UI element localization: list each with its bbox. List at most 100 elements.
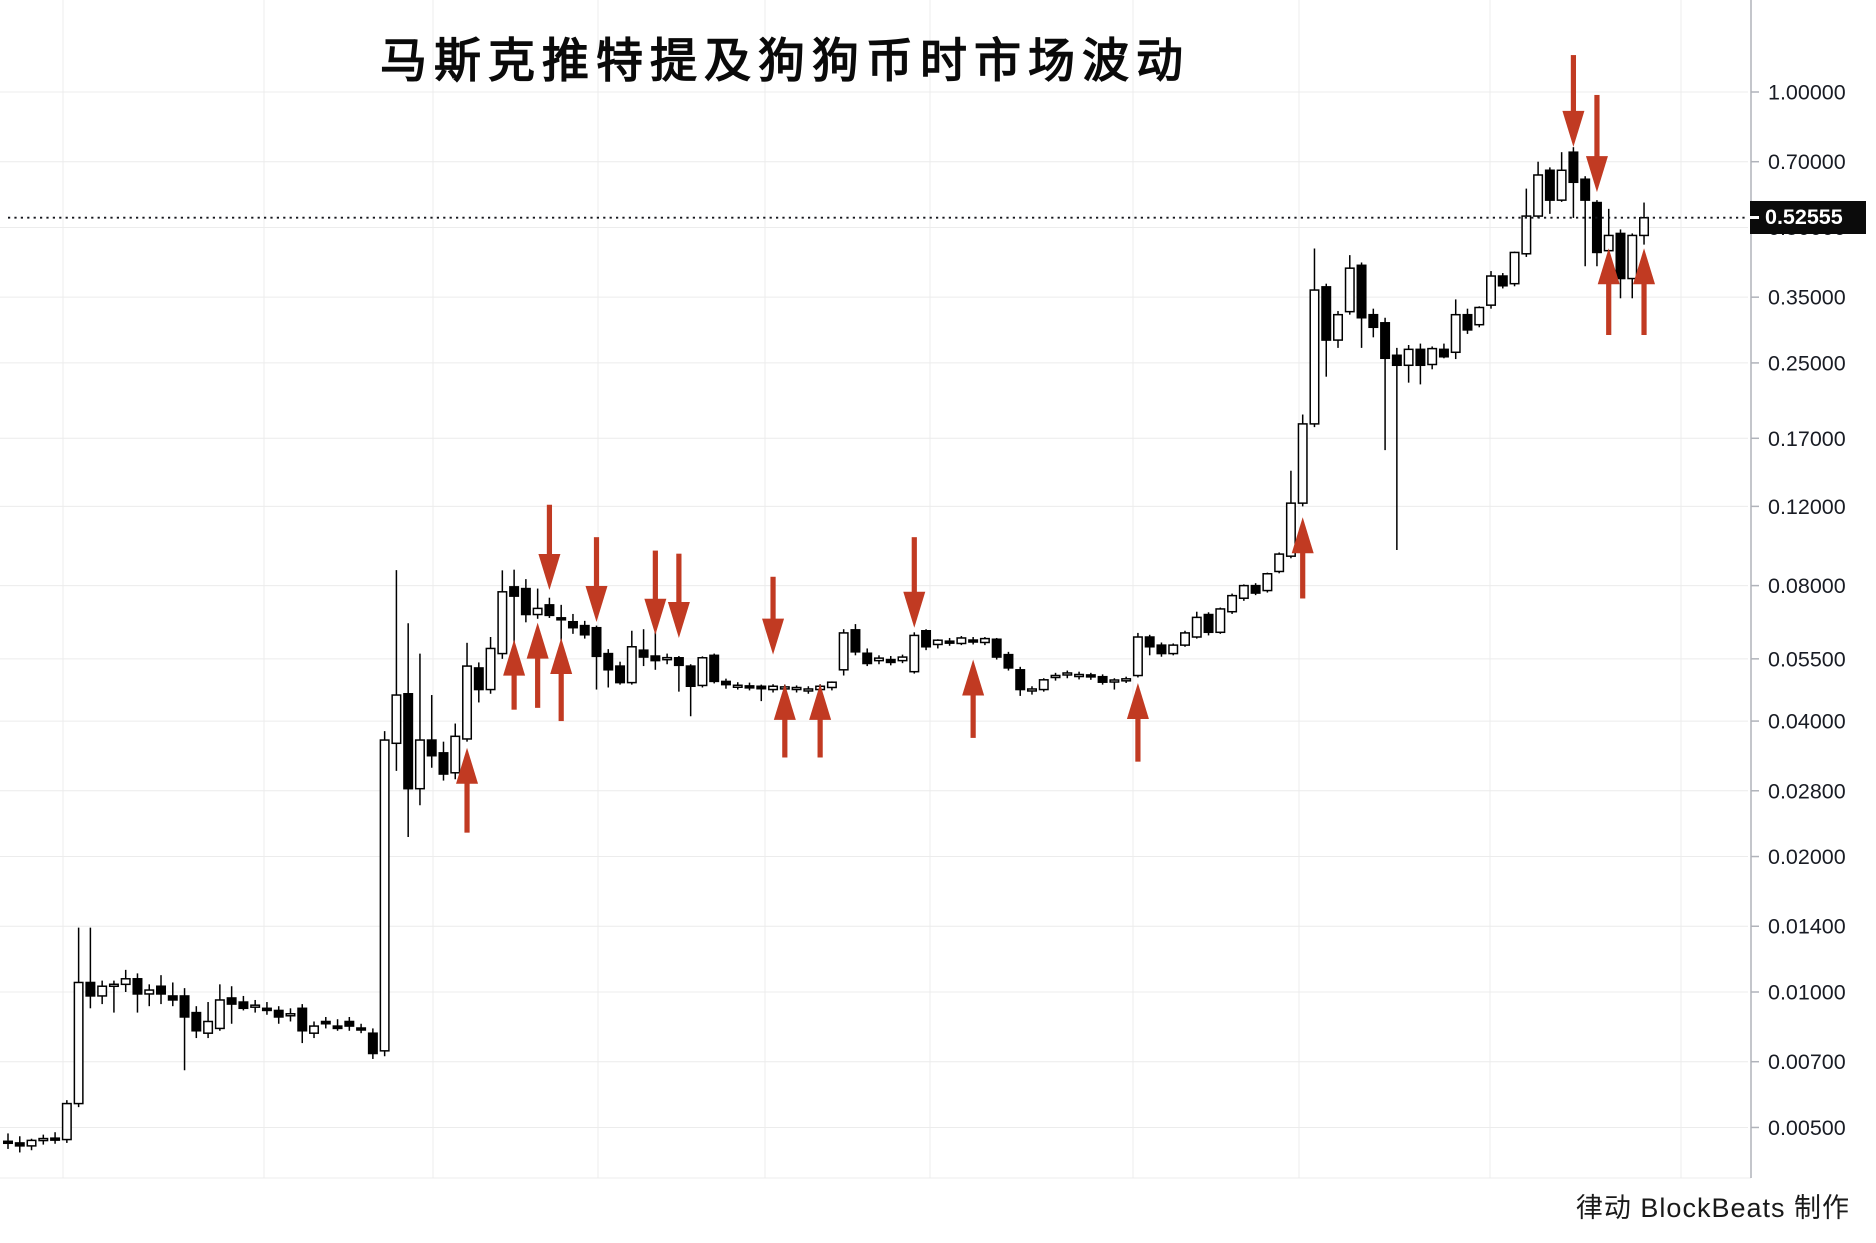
candlestick[interactable] — [497, 570, 508, 659]
candlestick[interactable] — [909, 632, 920, 674]
candlestick[interactable] — [591, 625, 602, 690]
candlestick[interactable] — [367, 1028, 378, 1059]
candlestick[interactable] — [1168, 643, 1179, 656]
candlestick[interactable] — [1544, 167, 1555, 214]
candlestick[interactable] — [1121, 676, 1132, 684]
musk-tweet-down-arrow-icon[interactable] — [585, 537, 608, 623]
candlestick[interactable] — [1250, 583, 1261, 596]
candlestick[interactable] — [450, 723, 461, 780]
candlestick[interactable] — [14, 1136, 25, 1153]
candlestick[interactable] — [520, 579, 531, 623]
musk-tweet-up-arrow-icon[interactable] — [550, 637, 573, 722]
candlestick[interactable] — [567, 613, 578, 634]
candlestick[interactable] — [462, 642, 473, 742]
candlestick[interactable] — [1050, 672, 1061, 681]
candlestick[interactable] — [838, 629, 849, 676]
candlestick[interactable] — [1156, 642, 1167, 657]
candlestick[interactable] — [1415, 343, 1426, 385]
candlestick[interactable] — [1568, 147, 1579, 218]
candlestick[interactable] — [473, 662, 484, 703]
candlestick[interactable] — [1074, 671, 1085, 680]
last-price-tag[interactable]: 0.52555 — [1750, 201, 1866, 235]
candlestick[interactable] — [50, 1132, 61, 1144]
candlestick[interactable] — [73, 927, 84, 1108]
candlestick[interactable] — [332, 1019, 343, 1031]
candlestick[interactable] — [1497, 273, 1508, 289]
candlestick[interactable] — [862, 648, 873, 667]
musk-tweet-down-arrow-icon[interactable] — [1585, 94, 1608, 193]
candlestick[interactable] — [1462, 308, 1473, 334]
candlestick[interactable] — [1391, 347, 1402, 550]
candlestick[interactable] — [850, 624, 861, 656]
candlestick[interactable] — [3, 1133, 13, 1149]
candlestick[interactable] — [485, 637, 496, 694]
candlestick[interactable] — [921, 629, 932, 651]
candlestick[interactable] — [956, 636, 967, 646]
musk-tweet-up-arrow-icon[interactable] — [503, 639, 526, 710]
candlestick[interactable] — [1486, 271, 1497, 309]
candlestick[interactable] — [26, 1138, 37, 1151]
candlestick[interactable] — [826, 681, 837, 691]
candlestick[interactable] — [108, 980, 119, 1013]
candlestick[interactable] — [944, 637, 955, 646]
candlestick[interactable] — [38, 1134, 49, 1145]
candlestick[interactable] — [1085, 672, 1096, 680]
candlestick[interactable] — [532, 588, 543, 619]
candlestick[interactable] — [1238, 584, 1249, 601]
candlestick[interactable] — [85, 927, 96, 1009]
candlestick[interactable] — [1180, 630, 1190, 647]
candlestick[interactable] — [297, 1004, 308, 1044]
candlestick[interactable] — [673, 656, 684, 692]
candlestick[interactable] — [191, 1006, 202, 1039]
candlestick[interactable] — [1438, 343, 1449, 359]
candlestick[interactable] — [1003, 651, 1014, 671]
candlestick[interactable] — [1533, 161, 1544, 218]
candlestick[interactable] — [132, 973, 143, 1013]
musk-tweet-up-arrow-icon[interactable] — [962, 659, 985, 738]
candlestick[interactable] — [1203, 612, 1214, 636]
candlestick[interactable] — [697, 656, 708, 688]
candlestick[interactable] — [1132, 632, 1143, 678]
musk-tweet-up-arrow-icon[interactable] — [1126, 683, 1149, 762]
candlestick[interactable] — [309, 1021, 320, 1039]
candlestick[interactable] — [685, 664, 696, 717]
candlestick[interactable] — [1509, 251, 1520, 287]
candlestick[interactable] — [1368, 308, 1379, 338]
candlestick[interactable] — [615, 661, 626, 685]
musk-tweet-up-arrow-icon[interactable] — [526, 622, 549, 708]
candlestick[interactable] — [250, 999, 261, 1013]
candlestick[interactable] — [179, 988, 190, 1071]
candlestick[interactable] — [897, 654, 908, 664]
candlestick[interactable] — [1403, 345, 1414, 383]
candlestick[interactable] — [932, 639, 943, 649]
candlestick[interactable] — [720, 678, 731, 689]
candlestick[interactable] — [403, 623, 414, 838]
candlestick[interactable] — [662, 653, 673, 665]
candlestick[interactable] — [167, 982, 178, 1007]
candlestick[interactable] — [1144, 634, 1155, 656]
candlestick[interactable] — [1062, 670, 1073, 679]
candlestick[interactable] — [414, 653, 425, 806]
musk-tweet-down-arrow-icon[interactable] — [667, 553, 690, 638]
musk-tweet-up-arrow-icon[interactable] — [1291, 517, 1314, 599]
candlestick[interactable] — [238, 995, 249, 1011]
candlestick[interactable] — [1450, 299, 1461, 360]
candlestick[interactable] — [1333, 311, 1344, 348]
candlestick[interactable] — [1627, 233, 1638, 299]
candlestick[interactable] — [885, 656, 896, 666]
candlestick[interactable] — [1285, 470, 1296, 559]
price-axis[interactable]: 1.000000.700000.500000.350000.250000.170… — [1750, 0, 1846, 1178]
candlestick[interactable] — [156, 975, 167, 1005]
candlestick[interactable] — [650, 629, 661, 670]
candlestick[interactable] — [791, 685, 802, 693]
candlestick[interactable] — [1639, 202, 1650, 245]
candlestick[interactable] — [261, 1002, 272, 1015]
candlestick[interactable] — [744, 682, 755, 691]
musk-tweet-down-arrow-icon[interactable] — [644, 550, 667, 635]
musk-tweet-up-arrow-icon[interactable] — [773, 683, 796, 758]
musk-tweet-up-arrow-icon[interactable] — [809, 683, 832, 758]
candlestick[interactable] — [1591, 200, 1602, 267]
candlestick[interactable] — [320, 1016, 331, 1029]
candlestick[interactable] — [768, 684, 779, 693]
